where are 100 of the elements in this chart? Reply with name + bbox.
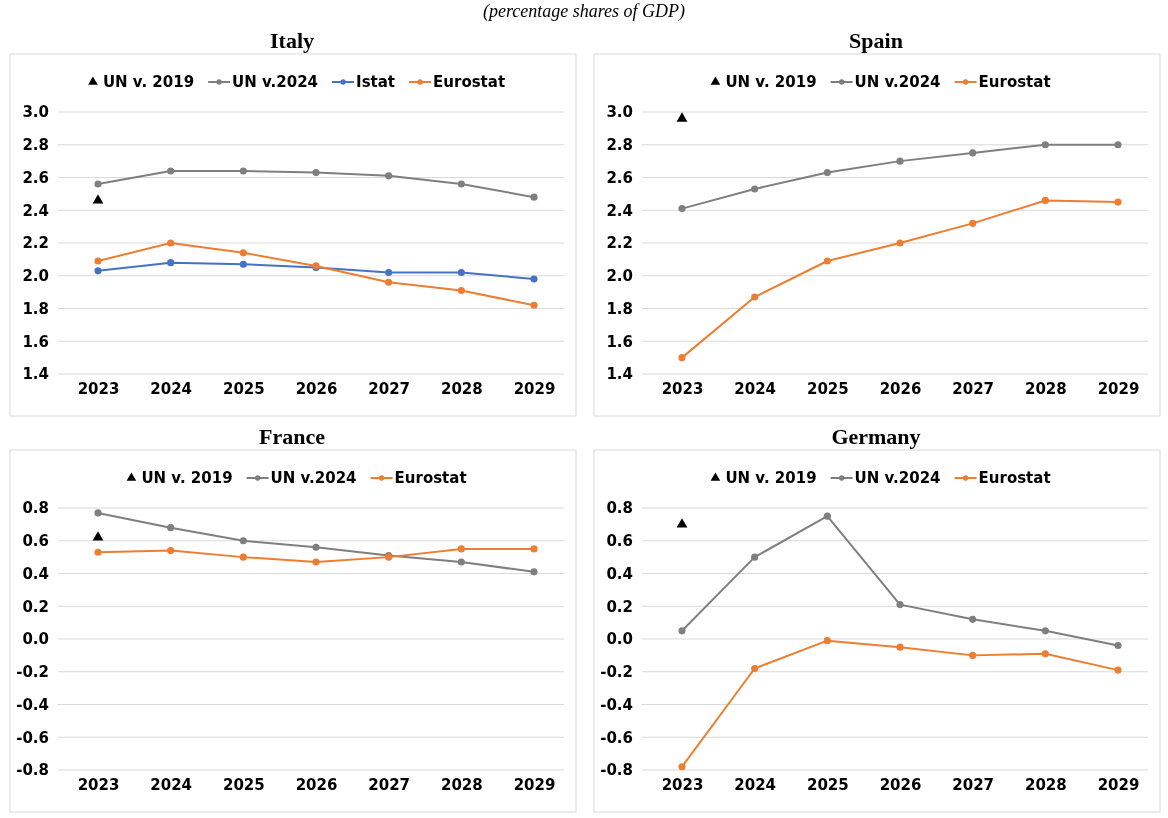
y-tick-label: 2.8	[22, 136, 49, 155]
y-tick-label: 0.4	[22, 564, 49, 583]
y-tick-label: 0.0	[606, 630, 633, 649]
point	[167, 259, 175, 267]
x-tick-label: 2028	[1024, 379, 1067, 398]
y-tick-label: 0.0	[22, 630, 49, 649]
point	[167, 547, 175, 555]
y-tick-label: 1.8	[22, 299, 49, 318]
y-tick-label: 1.4	[22, 365, 49, 384]
point	[530, 193, 538, 201]
legend-label: UN v. 2019	[725, 469, 817, 487]
point	[823, 169, 831, 177]
x-tick-label: 2027	[952, 775, 995, 794]
y-tick-label: 2.6	[22, 168, 49, 187]
point	[239, 553, 247, 561]
point	[312, 558, 320, 566]
x-tick-label: 2029	[1097, 379, 1140, 398]
point	[530, 301, 538, 309]
x-tick-label: 2025	[222, 379, 265, 398]
x-tick-label: 2025	[806, 379, 849, 398]
point	[969, 219, 977, 227]
point	[167, 239, 175, 247]
y-tick-label: 0.2	[22, 597, 49, 616]
point	[94, 180, 102, 188]
x-tick-label: 2029	[1097, 775, 1140, 794]
y-tick-label: 1.6	[606, 332, 633, 351]
y-tick-label: 2.4	[606, 201, 633, 220]
point	[751, 293, 759, 301]
x-tick-label: 2026	[879, 775, 922, 794]
point	[896, 157, 904, 165]
x-tick-label: 2023	[661, 775, 704, 794]
point	[530, 545, 538, 553]
y-tick-label: -0.4	[16, 695, 49, 714]
y-tick-label: 2.8	[606, 136, 633, 155]
legend-label: Istat	[356, 73, 396, 91]
point	[751, 553, 759, 561]
x-tick-label: 2026	[879, 379, 922, 398]
x-tick-label: 2028	[440, 775, 483, 794]
y-tick-label: 2.2	[606, 234, 633, 253]
y-tick-label: 0.8	[22, 499, 49, 518]
x-tick-label: 2029	[513, 379, 556, 398]
point	[94, 267, 102, 275]
y-tick-label: 3.0	[606, 103, 633, 122]
point	[239, 249, 247, 257]
legend-label: UN v.2024	[854, 73, 941, 91]
point	[530, 275, 538, 283]
x-tick-label: 2026	[295, 775, 338, 794]
point	[457, 286, 465, 295]
x-tick-label: 2024	[150, 379, 193, 398]
y-tick-label: 1.6	[22, 332, 49, 351]
y-tick-label: 2.4	[22, 201, 49, 220]
y-tick-label: -0.8	[16, 761, 49, 780]
x-tick-label: 2026	[295, 379, 338, 398]
y-tick-label: 2.0	[606, 267, 633, 286]
y-tick-label: -0.2	[16, 663, 49, 682]
point	[678, 205, 686, 213]
point	[969, 651, 977, 659]
x-tick-label: 2029	[513, 775, 556, 794]
point	[239, 537, 247, 545]
y-tick-label: 0.6	[606, 532, 633, 551]
point	[969, 615, 977, 623]
x-tick-label: 2027	[952, 379, 995, 398]
point	[385, 268, 393, 277]
point	[678, 354, 686, 362]
chart-subtitle: (percentage shares of GDP)	[482, 1, 686, 22]
chart-title: Italy	[270, 28, 314, 53]
y-tick-label: 2.2	[22, 234, 49, 253]
legend-label: UN v. 2019	[725, 73, 817, 91]
point	[678, 763, 686, 771]
legend-label: Eurostat	[433, 73, 506, 91]
point	[312, 169, 320, 177]
y-tick-label: -0.6	[600, 728, 633, 747]
x-tick-label: 2024	[734, 379, 777, 398]
x-tick-label: 2028	[440, 379, 483, 398]
point	[312, 543, 320, 551]
point	[1041, 650, 1049, 658]
y-tick-label: 1.8	[606, 299, 633, 318]
point	[1114, 198, 1122, 206]
y-tick-label: 0.2	[606, 597, 633, 616]
point	[167, 524, 175, 532]
x-tick-label: 2027	[368, 379, 411, 398]
point	[1041, 141, 1049, 149]
y-tick-label: 2.6	[606, 168, 633, 187]
point	[167, 167, 175, 175]
point	[751, 185, 759, 193]
point	[385, 278, 393, 286]
point	[1114, 666, 1122, 674]
y-tick-label: 1.4	[606, 365, 633, 384]
y-tick-label: -0.6	[16, 728, 49, 747]
x-tick-label: 2023	[661, 379, 704, 398]
x-tick-label: 2024	[734, 775, 777, 794]
point	[751, 664, 759, 673]
point	[385, 172, 393, 180]
y-tick-label: 0.6	[22, 532, 49, 551]
point	[1114, 641, 1122, 650]
y-tick-label: -0.4	[600, 695, 633, 714]
point	[676, 112, 688, 122]
point	[678, 627, 686, 635]
point	[92, 531, 104, 541]
y-tick-label: 3.0	[22, 103, 49, 122]
